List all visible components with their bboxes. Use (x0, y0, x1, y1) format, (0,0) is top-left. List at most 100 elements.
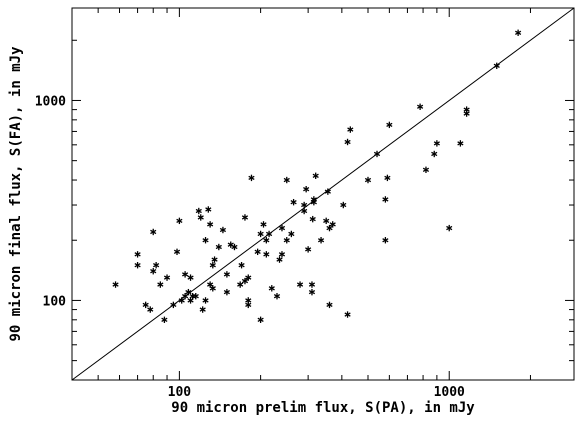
data-point (257, 230, 264, 238)
data-point (245, 297, 252, 304)
data-point (326, 301, 333, 309)
data-point (257, 316, 264, 324)
data-point (248, 174, 255, 182)
y-axis-label: 90 micron final flux, S(FA), in mJy (8, 46, 24, 342)
data-point (268, 285, 275, 292)
data-point (157, 281, 164, 288)
data-point (134, 262, 141, 269)
data-point (163, 274, 171, 281)
data-point (344, 311, 351, 318)
data-points (112, 29, 522, 324)
data-point (283, 237, 290, 244)
data-point (305, 246, 312, 253)
data-point (329, 221, 336, 228)
data-point (197, 214, 204, 221)
data-point (324, 188, 331, 195)
data-point (202, 297, 209, 304)
data-point (153, 262, 160, 269)
data-point (288, 230, 295, 238)
y-tick-label: 100 (43, 294, 67, 309)
data-point (278, 251, 286, 258)
data-point (386, 121, 393, 129)
data-point (273, 292, 281, 300)
data-point (142, 301, 149, 309)
data-point (223, 288, 230, 296)
data-point (112, 281, 119, 288)
data-point (215, 243, 222, 251)
data-point (161, 316, 168, 324)
data-point (150, 268, 157, 275)
data-point (431, 150, 438, 158)
data-point (147, 306, 154, 313)
data-point (301, 201, 308, 209)
data-point (446, 224, 453, 232)
data-point (223, 271, 230, 278)
x-tick-label: 100 (168, 385, 192, 400)
data-point (182, 292, 189, 300)
data-point (382, 237, 389, 244)
data-point (263, 251, 270, 258)
data-point (134, 251, 141, 258)
data-point (515, 29, 522, 36)
x-axis-label: 90 micron prelim flux, S(PA), in mJy (171, 400, 475, 416)
data-point (231, 243, 238, 251)
data-point (278, 224, 286, 232)
data-point (187, 274, 194, 281)
data-point (187, 297, 194, 304)
data-point (173, 248, 181, 256)
data-point (301, 207, 308, 215)
data-point (199, 306, 206, 313)
data-point (207, 281, 214, 288)
data-point (344, 138, 351, 146)
data-point (283, 176, 290, 184)
data-point (241, 277, 249, 285)
axis-ticks (71, 8, 574, 381)
data-point (296, 281, 304, 288)
data-point (422, 166, 430, 174)
data-point (384, 174, 391, 182)
data-point (265, 230, 273, 238)
data-point (260, 221, 267, 228)
data-point (202, 237, 209, 244)
data-point (373, 150, 381, 158)
data-point (433, 140, 440, 147)
data-point (463, 110, 470, 117)
data-point (309, 215, 316, 223)
data-point (185, 288, 192, 296)
data-point (317, 237, 325, 244)
data-point (207, 221, 214, 228)
data-point (176, 217, 183, 225)
data-point (382, 196, 389, 203)
data-point (182, 271, 189, 278)
data-point (276, 256, 283, 263)
data-point (493, 62, 500, 70)
data-point (308, 281, 316, 288)
data-point (303, 185, 310, 193)
y-tick-label: 1000 (35, 94, 66, 109)
data-point (340, 201, 347, 209)
data-point (290, 198, 297, 206)
data-point (209, 262, 216, 269)
data-point (170, 301, 177, 309)
data-point (205, 206, 212, 213)
data-point (245, 274, 252, 281)
data-point (237, 281, 244, 288)
data-point (211, 256, 218, 263)
data-point (241, 214, 249, 221)
data-point (150, 228, 157, 236)
data-point (364, 176, 372, 184)
data-point (457, 140, 464, 147)
data-point (310, 198, 317, 206)
data-point (219, 226, 227, 234)
data-point (178, 297, 185, 304)
data-point (195, 207, 202, 215)
data-point (263, 237, 270, 244)
data-point (308, 288, 316, 296)
data-point (417, 103, 424, 110)
tick-labels: 100 1000 100 1000 (35, 94, 465, 400)
data-point (238, 262, 245, 269)
data-point (312, 172, 319, 179)
data-point (254, 248, 261, 256)
data-point (227, 241, 234, 248)
